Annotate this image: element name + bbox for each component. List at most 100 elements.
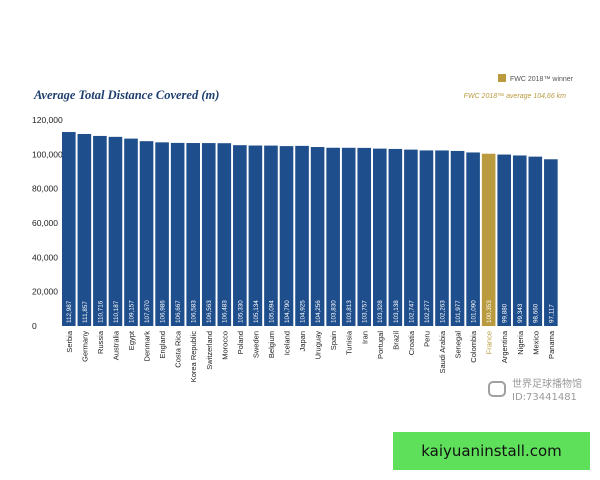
- category-label: Iceland: [283, 331, 292, 355]
- category-label: Switzerland: [205, 331, 214, 370]
- bar-value-label: 98,660: [533, 303, 540, 323]
- category-label: Australia: [111, 330, 120, 360]
- bar: [419, 150, 434, 326]
- bar-value-label: 104,790: [284, 300, 291, 323]
- category-label: Spain: [329, 331, 338, 350]
- bar: [326, 147, 340, 326]
- bar: [186, 143, 200, 326]
- bar-value-label: 99,343: [517, 303, 524, 323]
- category-label: Japan: [298, 331, 307, 351]
- category-label: Serbia: [65, 330, 74, 353]
- y-tick-label: 80,000: [32, 184, 58, 194]
- bar: [450, 150, 465, 326]
- bar-value-label: 110,716: [97, 300, 104, 323]
- bar: [357, 147, 372, 326]
- bar: [108, 136, 123, 326]
- bar-value-label: 101,977: [455, 300, 462, 323]
- bar: [481, 153, 496, 326]
- bar: [404, 149, 418, 326]
- bar: [466, 152, 480, 326]
- category-label: Iran: [360, 331, 369, 344]
- bar: [77, 133, 92, 326]
- x-axis: Serbia Germany Russia Australia Egypt Denmark…: [65, 330, 556, 382]
- bar-value-label: 104,925: [299, 300, 306, 323]
- bar: [373, 148, 387, 326]
- bar-value-label: 102,263: [439, 300, 446, 323]
- category-label: Tunisia: [345, 330, 354, 355]
- bar-value-label: 105,094: [268, 300, 275, 323]
- bar-value-label: 112,987: [66, 300, 73, 323]
- y-tick-label: 0: [32, 321, 37, 331]
- bar: [544, 159, 558, 326]
- category-label: Colombia: [469, 330, 478, 363]
- category-label: Sweden: [251, 331, 260, 358]
- category-label: Peru: [422, 331, 431, 347]
- category-label: Costa Rica: [174, 330, 183, 368]
- category-label: Portugal: [376, 331, 385, 359]
- bar: [62, 132, 76, 326]
- bar: [528, 156, 543, 326]
- bar: [512, 155, 527, 326]
- category-label: Egypt: [127, 330, 136, 350]
- camera-icon: [488, 381, 506, 397]
- bar-value-label: 106,563: [206, 300, 213, 323]
- site-banner[interactable]: kaiyuaninstall.com: [393, 432, 590, 470]
- bar: [279, 146, 294, 326]
- y-axis: 0 20,000 40,000 60,000 80,000 100,000 120,000: [32, 115, 63, 331]
- category-label: Mexico: [531, 331, 540, 355]
- bar: [497, 154, 511, 326]
- category-label: Croatia: [407, 330, 416, 355]
- bar-value-label: 101,090: [471, 300, 478, 323]
- watermark-id: ID:73441481: [512, 392, 577, 403]
- bar-value-label: 103,813: [346, 300, 353, 323]
- chart-title: Average Total Distance Covered (m): [33, 88, 219, 102]
- bar-value-label: 107,670: [144, 300, 151, 323]
- bar-value-label: 111,857: [82, 301, 89, 323]
- bar: [139, 141, 154, 326]
- bar-value-label: 106,667: [175, 300, 182, 323]
- bar: [124, 138, 138, 326]
- bar: [217, 143, 232, 326]
- category-label: Russia: [96, 330, 105, 354]
- bar-value-label: 103,328: [377, 300, 384, 323]
- legend-label: FWC 2018™ winner: [510, 76, 574, 83]
- category-label: Senegal: [454, 331, 463, 359]
- bar-value-label: 103,830: [331, 300, 338, 323]
- category-label: Saudi Arabia: [438, 330, 447, 373]
- bar: [201, 143, 216, 326]
- bar: [388, 148, 403, 326]
- bar: [155, 142, 169, 326]
- category-label: Panama: [547, 330, 556, 359]
- bar-value-label: 106,583: [191, 300, 198, 323]
- category-label: Poland: [236, 331, 245, 354]
- category-label: Argentina: [500, 330, 509, 363]
- category-label: Germany: [80, 331, 89, 362]
- bar-value-label: 103,138: [393, 300, 400, 323]
- y-tick-label: 100,000: [32, 149, 63, 159]
- bar-value-label: 99,880: [502, 303, 509, 323]
- bar: [310, 147, 325, 326]
- y-tick-label: 20,000: [32, 287, 58, 297]
- category-label: Uruguay: [314, 331, 323, 360]
- bar-value-label: 100,353: [486, 300, 493, 323]
- bar-value-label: 103,757: [362, 300, 369, 323]
- bar-value-label: 104,256: [315, 300, 322, 323]
- y-tick-label: 120,000: [32, 115, 63, 125]
- category-label: Denmark: [143, 331, 152, 362]
- bar: [233, 145, 247, 326]
- category-label: Brazil: [391, 331, 400, 350]
- category-label: Nigeria: [516, 330, 525, 355]
- bar: [93, 135, 107, 326]
- bar: [341, 147, 356, 326]
- category-label: England: [158, 331, 167, 359]
- bar-value-label: 106,986: [160, 300, 167, 323]
- category-label: Belgium: [267, 331, 276, 358]
- bar-value-label: 106,483: [222, 300, 229, 323]
- category-label: Korea Republic: [189, 331, 198, 383]
- bar: [170, 142, 185, 326]
- category-label: Morocco: [220, 331, 229, 360]
- y-tick-label: 60,000: [32, 218, 58, 228]
- bar: [295, 145, 309, 326]
- average-note: FWC 2018™ average 104,66 km: [464, 93, 566, 100]
- bar: [264, 145, 278, 326]
